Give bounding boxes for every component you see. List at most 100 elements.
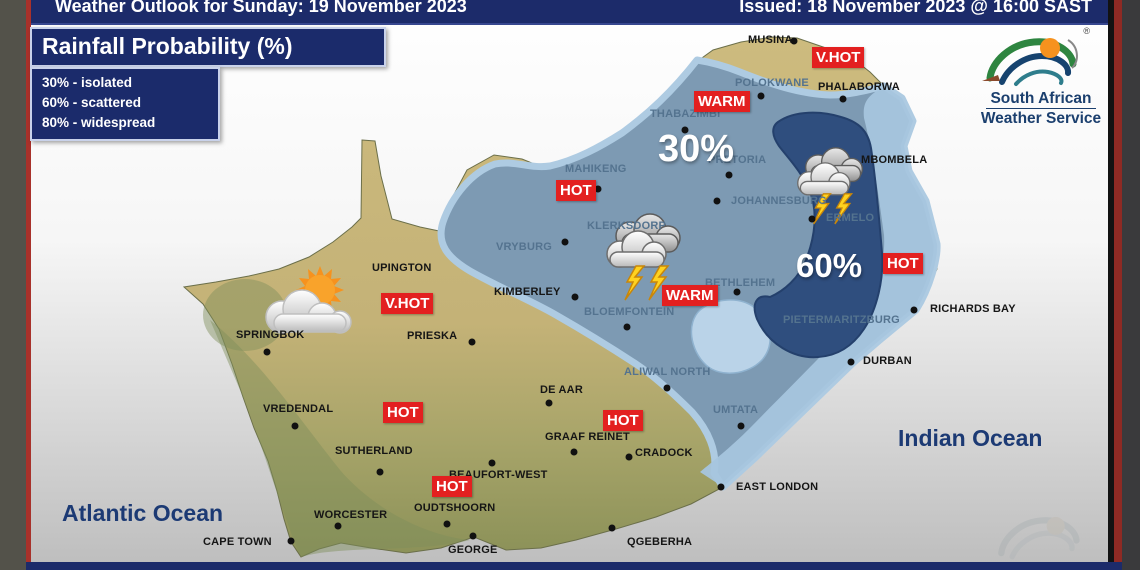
- heat-badge: HOT: [383, 402, 423, 423]
- heat-badge: WARM: [662, 285, 718, 306]
- southwest-terrain-shade: [210, 320, 470, 557]
- logo-line2: Weather Service: [980, 110, 1102, 127]
- right-red-line: [1114, 0, 1122, 570]
- heat-badge: HOT: [432, 476, 472, 497]
- city-label: DE AAR: [540, 384, 583, 396]
- city-label: BLOEMFONTEIN: [584, 306, 675, 318]
- heat-badge: HOT: [883, 253, 923, 274]
- city-label: POLOKWANE: [735, 77, 809, 89]
- atlantic-ocean-label: Atlantic Ocean: [62, 500, 224, 526]
- city-dot: [468, 338, 476, 346]
- city-label: BEAUFORT-WEST: [449, 469, 548, 481]
- city-label: VREDENDAL: [263, 403, 334, 415]
- legend-item: 30% - isolated: [42, 75, 133, 90]
- heat-badge: HOT: [603, 410, 643, 431]
- city-dot: [443, 520, 451, 528]
- city-dot: [594, 185, 602, 193]
- city-dot: [334, 522, 342, 530]
- city-label: ALIWAL NORTH: [624, 366, 711, 378]
- registered-mark: ®: [1083, 26, 1090, 36]
- city-label: SUTHERLAND: [335, 445, 413, 457]
- city-dot: [717, 483, 725, 491]
- city-dot: [263, 348, 271, 356]
- header-bar: Weather Outlook for Sunday: 19 November …: [31, 0, 1108, 25]
- city-dot: [681, 126, 689, 134]
- city-dot: [757, 92, 765, 100]
- city-dot: [713, 197, 721, 205]
- city-label: MBOMBELA: [861, 154, 928, 166]
- city-dot: [733, 288, 741, 296]
- city-label: CRADOCK: [635, 447, 693, 459]
- city-label: PRIESKA: [407, 330, 458, 342]
- city-label: JOHANNESBURG: [731, 195, 827, 207]
- saws-watermark-icon: [998, 516, 1080, 560]
- coastal-rain-band: [700, 86, 938, 487]
- map-title-box: Rainfall Probability (%): [30, 27, 386, 67]
- logo-line1: South African: [990, 90, 1092, 107]
- indian-ocean-label: Indian Ocean: [898, 425, 1043, 451]
- legend-item: 80% - widespread: [42, 115, 156, 130]
- city-label: BETHLEHEM: [705, 277, 776, 289]
- city-label: GEORGE: [448, 544, 498, 556]
- sun-behind-cloud-icon: [265, 266, 352, 334]
- header-issued: Issued: 18 November 2023 @ 16:00 SAST: [739, 0, 1092, 16]
- thunderstorm-icon: [797, 147, 863, 225]
- thunderstorm-icon: [606, 213, 681, 301]
- right-black-line: [1108, 0, 1114, 570]
- city-label: PRETORIA: [708, 154, 767, 166]
- heat-badge: HOT: [556, 180, 596, 201]
- city-label: DURBAN: [863, 355, 912, 367]
- city-label: MAHIKENG: [565, 163, 627, 175]
- city-dot: [737, 422, 745, 430]
- city-dot: [663, 384, 671, 392]
- city-dot: [623, 323, 631, 331]
- zone-label: 60%: [796, 247, 863, 284]
- city-dot: [808, 215, 816, 223]
- city-dot: [376, 468, 384, 476]
- city-dot: [571, 293, 579, 301]
- saws-logo: ® South African Weather Service: [972, 26, 1110, 127]
- left-red-line: [26, 0, 31, 570]
- legend-item: 60% - scattered: [42, 95, 142, 110]
- map-title: Rainfall Probability (%): [42, 33, 293, 59]
- city-label: SPRINGBOK: [236, 329, 305, 341]
- city-label: EAST LONDON: [736, 481, 819, 493]
- city-dot: [561, 238, 569, 246]
- city-dot: [839, 95, 847, 103]
- left-frame-strip: [0, 0, 26, 570]
- city-label: VRYBURG: [496, 241, 552, 253]
- heat-badge: V.HOT: [381, 293, 434, 314]
- city-label: PHALABORWA: [818, 81, 900, 93]
- heat-badge: WARM: [694, 91, 750, 112]
- lesotho-region: [690, 299, 771, 374]
- bottom-navy-bar: [26, 562, 1122, 570]
- city-label: UPINGTON: [372, 262, 432, 274]
- city-label: CAPE TOWN: [203, 536, 272, 548]
- city-dot: [469, 532, 477, 540]
- city-dot: [910, 306, 918, 314]
- saws-swirl-icon: [982, 38, 1078, 86]
- northwest-terrain-shade: [203, 279, 287, 351]
- right-frame-strip: [1122, 0, 1140, 570]
- city-label: QGEBERHA: [627, 536, 693, 548]
- city-dot: [545, 399, 553, 407]
- city-dot: [488, 459, 496, 467]
- city-label: UMTATA: [713, 404, 759, 416]
- city-label: GRAAF REINET: [545, 431, 630, 443]
- city-dot: [790, 37, 798, 45]
- zone-label: 30%: [658, 128, 735, 170]
- city-label: PIETERMARITZBURG: [783, 314, 900, 326]
- city-label: OUDTSHOORN: [414, 502, 496, 514]
- city-dot: [287, 537, 295, 545]
- city-dot: [725, 171, 733, 179]
- city-dot: [608, 524, 616, 532]
- city-dot: [291, 422, 299, 430]
- city-dot: [570, 448, 578, 456]
- city-label: KLERKSDORP: [587, 220, 667, 232]
- city-label: MUSINA: [748, 34, 793, 46]
- city-label: ERMELO: [826, 212, 875, 224]
